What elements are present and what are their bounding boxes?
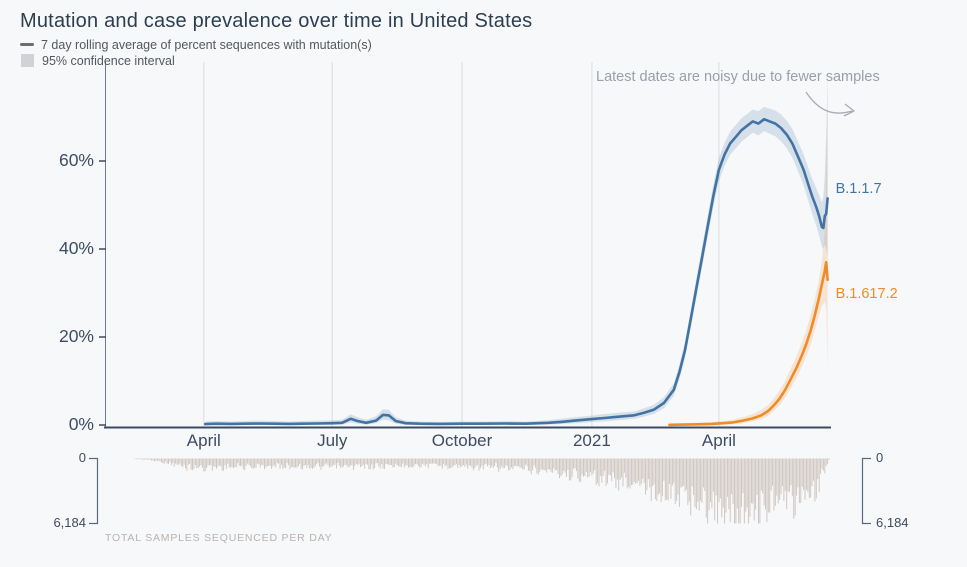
legend: 7 day rolling average of percent sequenc…: [20, 37, 372, 69]
hist-right-axis-zero: 0: [876, 450, 884, 465]
legend-confidence-interval-label: 95% confidence interval: [42, 53, 175, 68]
y-axis-tick-label: 60%: [58, 150, 94, 170]
hist-left-axis-zero: 0: [78, 450, 86, 465]
legend-item-confidence-interval: 95% confidence interval: [20, 53, 372, 68]
page-title: Mutation and case prevalence over time i…: [20, 10, 533, 32]
annotation-note: Latest dates are noisy due to fewer samp…: [596, 69, 880, 85]
x-axis-tick-label: October: [431, 431, 493, 450]
y-axis-tick-label: 40%: [58, 238, 94, 258]
gridlines: [203, 62, 720, 427]
legend-rolling-average-label: 7 day rolling average of percent sequenc…: [41, 37, 372, 52]
annotation-arrow-icon: [805, 91, 855, 117]
legend-item-rolling-average: 7 day rolling average of percent sequenc…: [20, 37, 372, 52]
series-label-b1617: B.1.617.2: [835, 285, 898, 302]
axes: [99, 62, 831, 429]
hist-right-axis-max: 6,184: [876, 515, 909, 530]
trend-lines: [203, 117, 829, 427]
histogram-caption: TOTAL SAMPLES SEQUENCED PER DAY: [105, 532, 333, 544]
series-label-b117: B.1.1.7: [835, 181, 882, 198]
x-axis-tick-label: April: [186, 431, 221, 450]
samples-histogram: [134, 458, 830, 524]
x-axis-tick-label: July: [317, 431, 348, 450]
histogram-axis-brackets: [89, 457, 871, 525]
x-axis-tick-label: 2021: [572, 431, 611, 450]
x-axis-tick-label: April: [701, 431, 736, 450]
y-axis-tick-label: 20%: [58, 326, 94, 346]
hist-left-axis-max: 6,184: [53, 515, 86, 530]
confidence-bands: [205, 73, 828, 425]
y-axis-tick-label: 0%: [68, 414, 94, 434]
confidence-interval-swatch-icon: [21, 54, 34, 67]
rolling-average-line-icon: [20, 43, 34, 46]
